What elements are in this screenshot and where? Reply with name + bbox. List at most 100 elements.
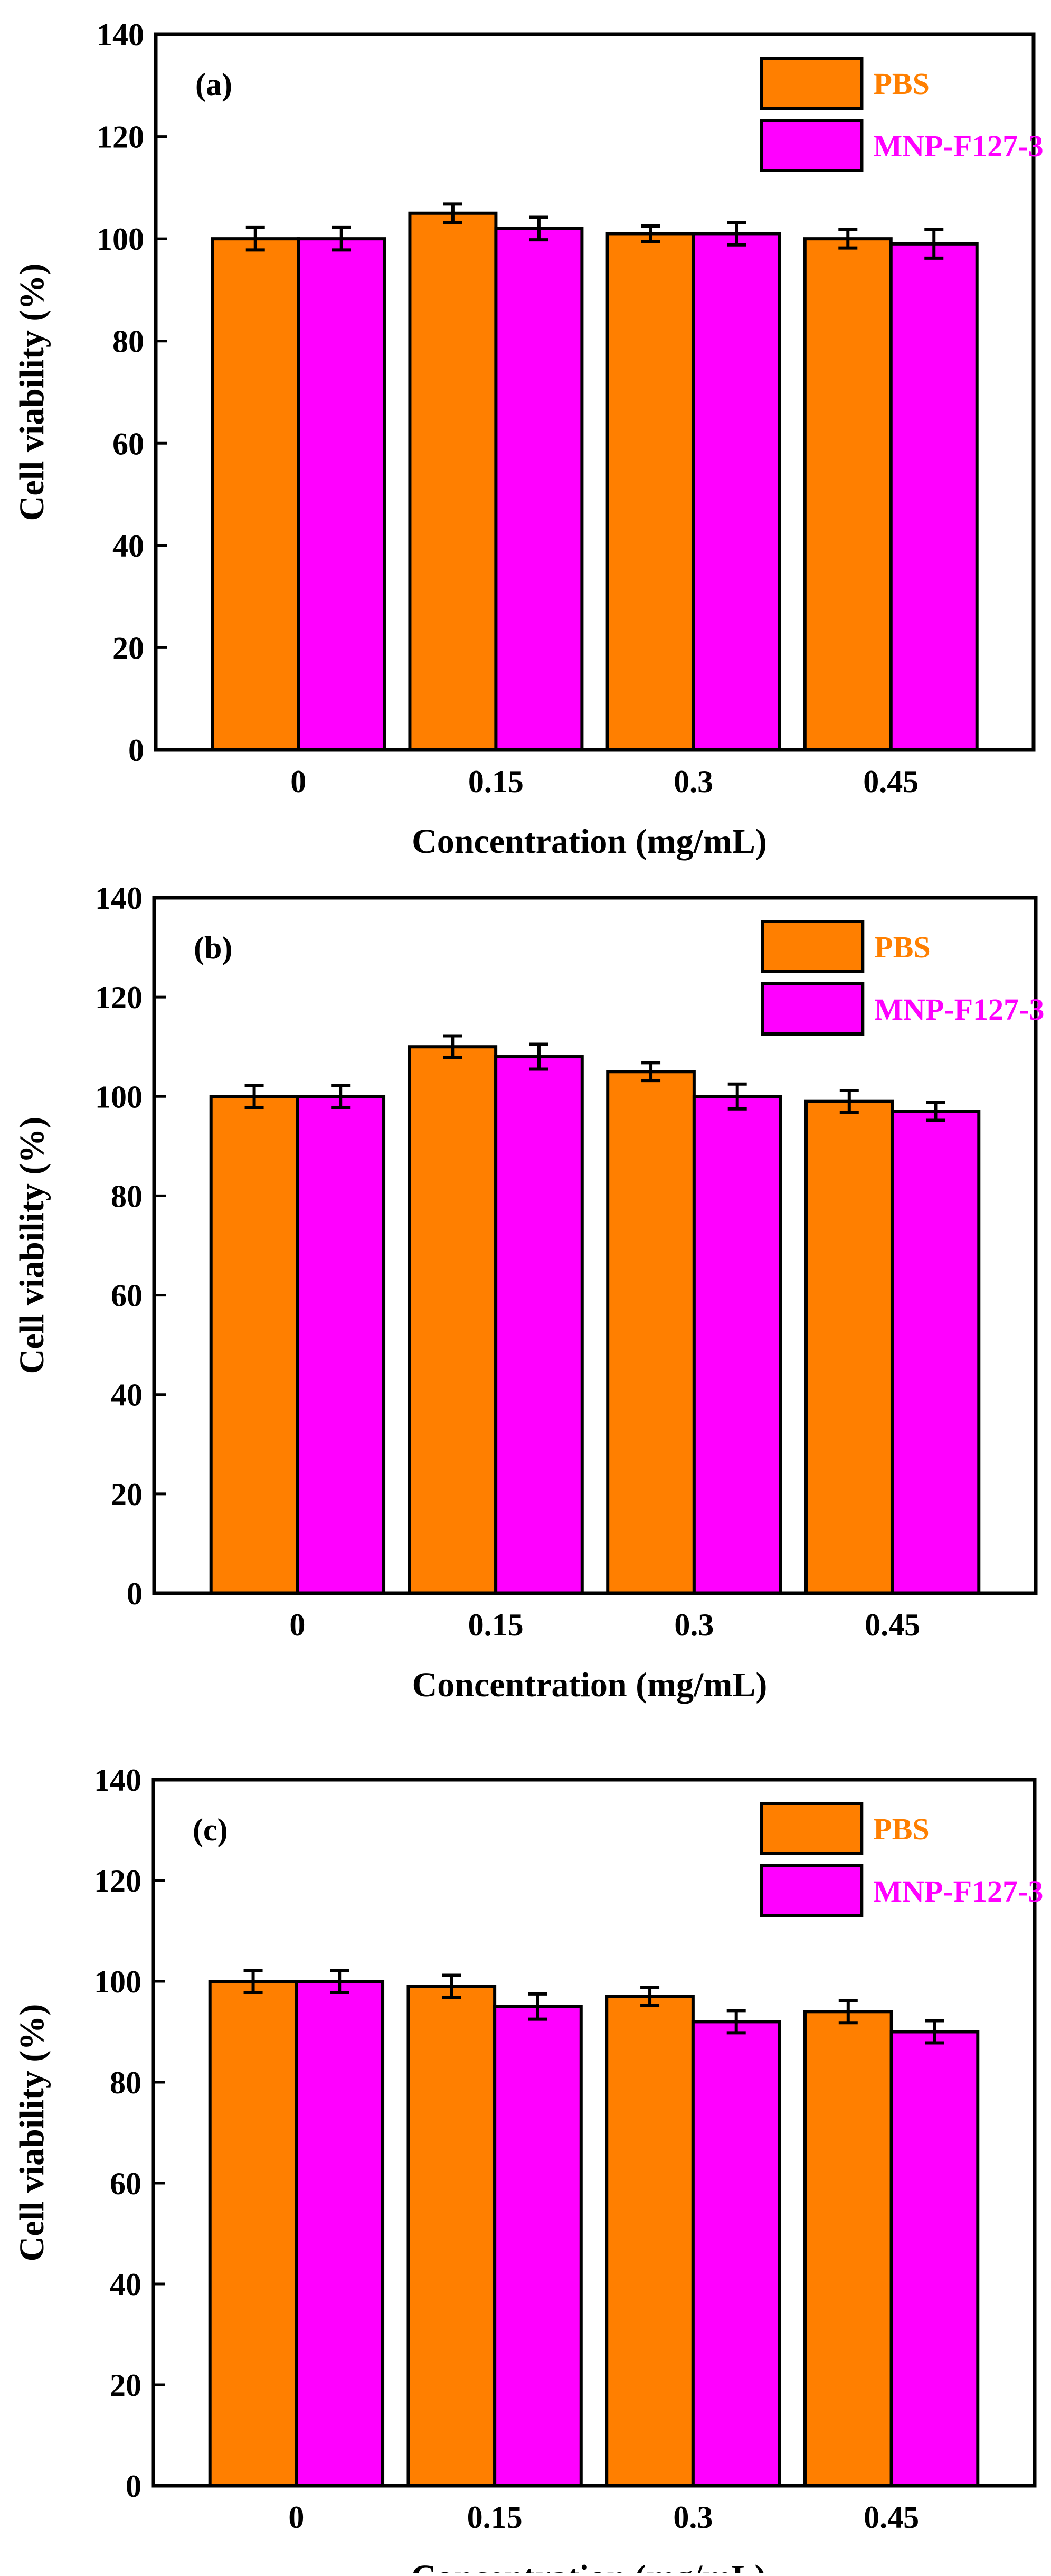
y-tick-label: 120 xyxy=(95,980,143,1015)
error-bar-mnp-f127-3-0.45 xyxy=(924,228,944,260)
legend-label-mnp-f127-3: MNP-F127-3 xyxy=(873,1874,1043,1909)
y-tick-label: 100 xyxy=(95,1079,143,1114)
bar-mnp-f127-3-0.15 xyxy=(494,1055,584,1595)
plot-frame xyxy=(154,32,1036,752)
error-bar-pbs-0.15 xyxy=(443,202,462,224)
error-bar-pbs-0.15 xyxy=(442,1973,461,1999)
error-bar-pbs-0.3 xyxy=(641,224,660,243)
x-tick-label: 0.45 xyxy=(863,764,919,799)
y-tick-label: 60 xyxy=(112,426,144,461)
bar-mnp-f127-3-0.15 xyxy=(494,227,584,751)
y-tick-label: 60 xyxy=(111,1278,143,1313)
bar-pbs-0.3 xyxy=(605,232,695,751)
bar-pbs-0 xyxy=(208,1980,298,2487)
error-bar-pbs-0 xyxy=(243,1968,263,1995)
y-tick-label: 40 xyxy=(112,529,144,563)
bar-mnp-f127-3-0.45 xyxy=(891,1110,981,1595)
legend-label-pbs: PBS xyxy=(873,67,929,101)
y-tick-label: 60 xyxy=(110,2166,141,2201)
y-axis-title: Cell viability (%) xyxy=(13,1117,51,1375)
chart-panel-3: 0 0.15 0.3 0.45 0 20 40 60 80 100 120 140 (c) PBS MNP-… xyxy=(13,1763,1043,2576)
bar-mnp-f127-3-0 xyxy=(295,1980,385,2487)
legend-label-pbs: PBS xyxy=(874,930,930,964)
bar-mnp-f127-3-0.3 xyxy=(692,1095,782,1595)
y-tick-label: 140 xyxy=(94,1763,141,1798)
error-bar-pbs-0.3 xyxy=(640,1986,660,2007)
chart-panel-2: 0 0.15 0.3 0.45 0 20 40 60 80 100 120 140 (b) PBS MNP-… xyxy=(13,881,1044,1704)
bar-pbs-0.15 xyxy=(406,1985,497,2488)
error-bar-mnp-f127-3-0 xyxy=(331,1084,351,1109)
error-bar-mnp-f127-3-0.45 xyxy=(926,1101,945,1122)
x-axis-title: Concentration (mg/mL) xyxy=(412,1666,768,1704)
plot-frame xyxy=(151,1778,1037,2488)
bar-pbs-0.45 xyxy=(803,237,893,751)
legend-swatch-pbs xyxy=(760,57,864,110)
bar-mnp-f127-3-0.45 xyxy=(889,2030,980,2487)
bar-pbs-0.3 xyxy=(605,1995,695,2487)
y-tick-label: 100 xyxy=(94,1964,141,1999)
legend-label-mnp-f127-3: MNP-F127-3 xyxy=(874,992,1044,1027)
y-tick-label: 40 xyxy=(110,2267,141,2302)
error-bar-pbs-0.3 xyxy=(641,1061,661,1083)
y-tick-label: 0 xyxy=(128,733,144,768)
panel-label: (c) xyxy=(193,1812,228,1847)
plot-frame xyxy=(152,896,1038,1595)
bar-pbs-0 xyxy=(211,237,300,751)
error-bar-mnp-f127-3-0.15 xyxy=(529,215,548,242)
legend-swatch-mnp-f127-3 xyxy=(761,982,865,1036)
y-tick-label: 140 xyxy=(97,17,144,52)
legend-swatch-mnp-f127-3 xyxy=(760,119,864,172)
bar-pbs-0 xyxy=(209,1095,299,1595)
x-tick-label: 0.3 xyxy=(674,764,713,799)
error-bar-mnp-f127-3-0.15 xyxy=(529,1042,548,1071)
y-tick-label: 0 xyxy=(127,1576,143,1611)
error-bar-mnp-f127-3-0 xyxy=(330,1968,349,1995)
bar-mnp-f127-3-0 xyxy=(296,1095,386,1595)
y-tick-label: 40 xyxy=(111,1378,143,1413)
legend-label-pbs: PBS xyxy=(873,1812,929,1846)
legend-swatch-pbs xyxy=(760,1802,864,1855)
error-bar-pbs-0.45 xyxy=(839,1088,859,1114)
panel-label: (b) xyxy=(194,930,232,965)
y-axis-title: Cell viability (%) xyxy=(13,2004,51,2262)
y-tick-label: 120 xyxy=(94,1864,141,1898)
y-tick-label: 140 xyxy=(95,881,143,916)
y-tick-label: 0 xyxy=(126,2469,141,2504)
y-tick-label: 120 xyxy=(97,120,144,155)
x-axis-title: Concentration (mg/mL) xyxy=(412,822,767,861)
y-tick-label: 20 xyxy=(110,2368,141,2403)
legend-label-mnp-f127-3: MNP-F127-3 xyxy=(873,129,1043,163)
error-bar-mnp-f127-3-0.45 xyxy=(925,2019,944,2045)
legend-swatch-pbs xyxy=(761,920,865,973)
bar-mnp-f127-3-0.45 xyxy=(889,242,979,752)
x-axis-title: Concentration (mg/mL) xyxy=(411,2558,766,2573)
x-tick-label: 0.3 xyxy=(674,1607,714,1642)
error-bar-mnp-f127-3-0.3 xyxy=(726,2009,746,2035)
x-tick-label: 0.15 xyxy=(468,764,524,799)
y-tick-label: 80 xyxy=(111,1179,143,1214)
bar-mnp-f127-3-0.15 xyxy=(493,2005,583,2487)
error-bar-mnp-f127-3-0.15 xyxy=(528,1992,547,2021)
error-bar-pbs-0.15 xyxy=(443,1034,462,1059)
y-tick-label: 20 xyxy=(112,631,144,665)
bar-pbs-0.15 xyxy=(408,1045,498,1595)
legend-swatch-mnp-f127-3 xyxy=(760,1864,864,1917)
bar-mnp-f127-3-0 xyxy=(297,237,386,751)
y-tick-label: 80 xyxy=(112,324,144,359)
chart-panel-1: 0 0.15 0.3 0.45 0 20 40 60 80 100 120 140 (a) PBS MNP-… xyxy=(13,17,1044,861)
error-bar-pbs-0.45 xyxy=(838,1999,858,2025)
bar-pbs-0.45 xyxy=(803,2010,893,2488)
panel-label: (a) xyxy=(195,67,232,102)
error-bar-mnp-f127-3-0 xyxy=(332,225,351,252)
bar-mnp-f127-3-0.3 xyxy=(691,2020,781,2487)
x-tick-label: 0.15 xyxy=(467,2500,523,2535)
y-tick-label: 20 xyxy=(111,1477,143,1512)
x-tick-label: 0.45 xyxy=(865,1607,920,1642)
x-tick-label: 0.3 xyxy=(673,2500,713,2535)
bar-mnp-f127-3-0.3 xyxy=(692,232,781,751)
error-bar-pbs-0 xyxy=(245,225,265,252)
bar-pbs-0.15 xyxy=(408,211,498,751)
y-axis-title: Cell viability (%) xyxy=(13,264,51,521)
